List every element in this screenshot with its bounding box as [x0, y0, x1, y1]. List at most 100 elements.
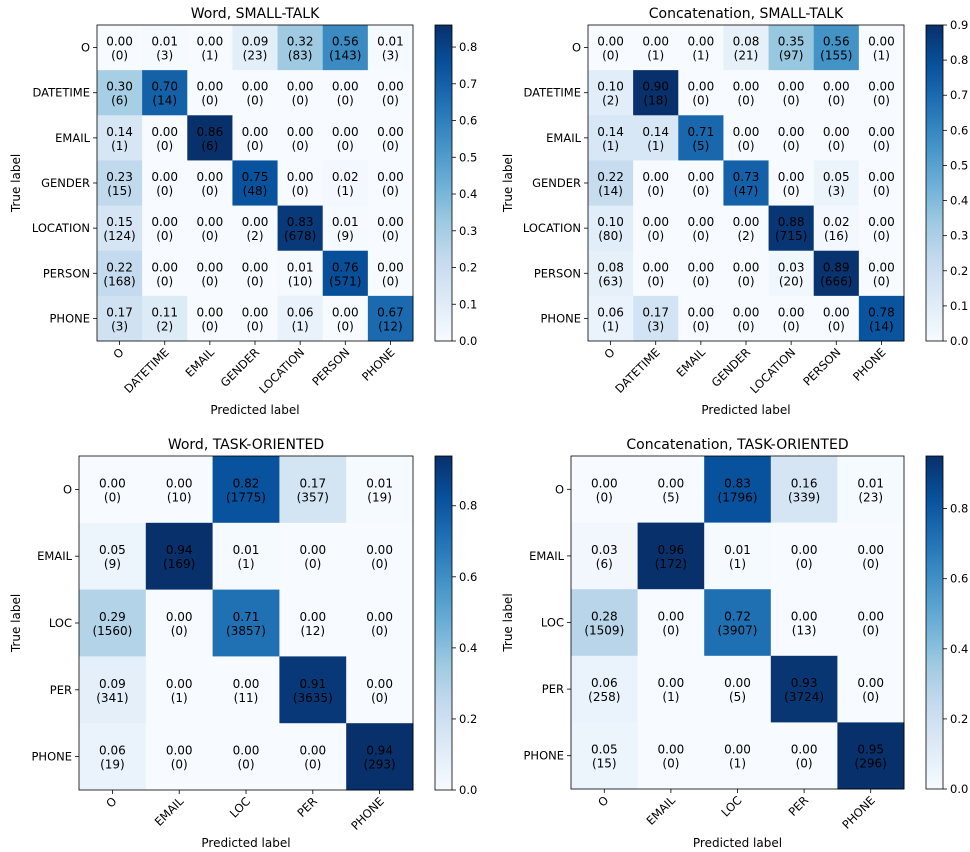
cell-count-label: (13) [792, 624, 817, 638]
cell-count-label: (0) [738, 274, 755, 288]
cell-count-label: (83) [288, 49, 313, 63]
heatmap-cell [723, 70, 770, 116]
cell-count-label: (3) [828, 184, 845, 198]
cell-value-label: 0.95 [857, 743, 884, 757]
y-tick-label: PHONE [31, 750, 72, 764]
heatmap-cell [637, 522, 705, 590]
heatmap-cell [187, 160, 233, 207]
cell-count-label: (16) [824, 229, 849, 243]
cell-count-label: (0) [201, 319, 218, 333]
heatmap-cell [704, 655, 772, 723]
colorbar-tick-label: 0.7 [459, 77, 477, 91]
cell-value-label: 0.00 [778, 170, 805, 184]
cell-count-label: (0) [171, 758, 188, 772]
cell-count-label: (0) [371, 557, 388, 571]
heatmap-cell [142, 115, 188, 161]
heatmap-cell [858, 25, 905, 71]
cell-value-label: 0.00 [242, 305, 269, 319]
x-tick-label: LOCATION [747, 345, 798, 396]
heatmap-cell [187, 250, 233, 297]
cell-value-label: 0.01 [233, 543, 260, 557]
cell-value-label: 0.30 [106, 80, 133, 94]
cell-value-label: 0.00 [299, 610, 326, 624]
cell-count-label: (0) [862, 557, 879, 571]
heatmap-cell [633, 160, 679, 207]
y-axis-label: True label [9, 594, 23, 653]
cell-count-label: (168) [103, 274, 135, 288]
cell-count-label: (0) [796, 557, 813, 571]
cell-value-label: 0.06 [287, 305, 314, 319]
cell-count-label: (1) [171, 691, 188, 705]
cell-value-label: 0.00 [733, 260, 760, 274]
cell-count-label: (6) [596, 557, 613, 571]
heatmap-cell [79, 456, 147, 524]
cell-value-label: 0.00 [166, 744, 193, 758]
heatmap-cell [768, 25, 815, 71]
cell-count-label: (6) [201, 139, 218, 153]
heatmap-cell [770, 522, 838, 590]
x-tick-label: PERSON [800, 345, 843, 388]
heatmap-cell [279, 522, 347, 591]
cell-value-label: 0.00 [196, 215, 223, 229]
cell-value-label: 0.83 [287, 215, 314, 229]
y-tick-label: EMAIL [37, 549, 72, 563]
heatmap-cell [723, 250, 770, 297]
cell-value-label: 0.22 [597, 170, 624, 184]
cell-value-label: 0.00 [196, 80, 223, 94]
cell-count-label: (0) [873, 184, 890, 198]
heatmap-cell [633, 25, 679, 71]
cell-value-label: 0.00 [242, 80, 269, 94]
colorbar-tick-label: 0.8 [950, 53, 968, 67]
cell-value-label: 0.00 [151, 215, 178, 229]
cell-value-label: 0.00 [332, 305, 359, 319]
cell-count-label: (0) [247, 94, 264, 108]
colorbar-tick-label: 0.5 [459, 150, 477, 164]
cell-value-label: 0.71 [687, 125, 714, 139]
heatmap-cell [145, 522, 214, 591]
cell-value-label: 0.00 [377, 125, 404, 139]
cell-count-label: (1) [602, 319, 619, 333]
heatmap-cell [637, 589, 705, 657]
heatmap-cell [346, 522, 414, 591]
heatmap-cell [588, 295, 634, 342]
x-axis-label: Predicted label [701, 403, 790, 417]
cell-value-label: 0.00 [868, 260, 895, 274]
heatmap-cell [588, 205, 634, 252]
cell-count-label: (18) [643, 94, 668, 108]
cell-value-label: 0.00 [687, 215, 714, 229]
heatmap-cell [768, 160, 815, 207]
cell-value-label: 0.00 [377, 260, 404, 274]
x-tick-label: PERSON [309, 345, 352, 388]
cell-count-label: (0) [247, 319, 264, 333]
heatmap-cell [633, 70, 679, 116]
cell-count-label: (15) [592, 757, 617, 771]
colorbar [434, 455, 453, 791]
cell-count-label: (0) [873, 94, 890, 108]
cell-value-label: 0.01 [287, 260, 314, 274]
cell-count-label: (0) [371, 691, 388, 705]
cell-count-label: (0) [662, 624, 679, 638]
cell-value-label: 0.03 [778, 260, 805, 274]
heatmap-cell [367, 295, 414, 342]
heatmap-cell [813, 205, 860, 252]
cell-count-label: (23) [243, 49, 268, 63]
cell-count-label: (0) [382, 184, 399, 198]
cell-count-label: (47) [734, 184, 759, 198]
y-tick-label: LOCATION [32, 221, 90, 235]
heatmap-cell [678, 25, 724, 71]
cell-value-label: 0.00 [642, 35, 669, 49]
heatmap-cell [813, 25, 860, 71]
cell-count-label: (155) [820, 49, 852, 63]
cell-value-label: 0.67 [377, 305, 404, 319]
heatmap-cell [277, 160, 324, 207]
y-tick-label: O [63, 482, 72, 496]
heatmap-cell [279, 723, 347, 791]
cell-value-label: 0.06 [597, 305, 624, 319]
cell-count-label: (3907) [718, 624, 758, 638]
cell-value-label: 0.00 [687, 305, 714, 319]
confusion-panel-4: Concatenation, TASK-ORIENTED0.00(0)0.00(… [501, 437, 968, 850]
heatmap-cell [346, 656, 414, 724]
cell-count-label: (9) [337, 229, 354, 243]
heatmap-cell [633, 115, 679, 161]
cell-count-label: (0) [292, 94, 309, 108]
